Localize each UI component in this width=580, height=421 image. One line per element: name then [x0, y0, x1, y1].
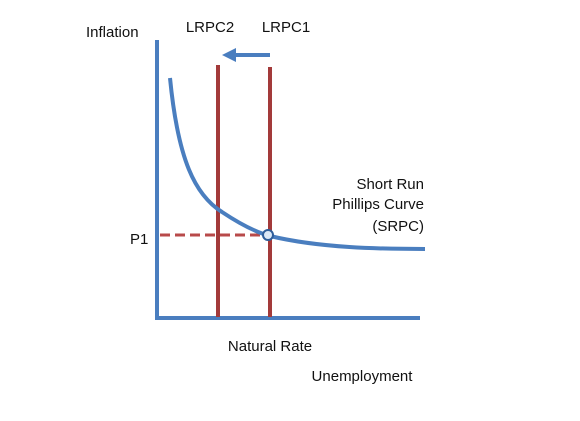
srpc-label: Short Run: [356, 176, 424, 193]
shift-arrow-head: [222, 48, 236, 62]
y-axis-label: Inflation: [86, 24, 139, 41]
srpc-curve: [168, 77, 426, 251]
p1-label: P1: [130, 231, 148, 248]
natural-rate-label: Natural Rate: [228, 338, 312, 355]
lrpc1-label: LRPC1: [262, 19, 310, 36]
srpc-label: Phillips Curve: [332, 196, 424, 213]
equilibrium-point: [262, 229, 274, 241]
x-axis-label: Unemployment: [312, 368, 414, 385]
srpc-label: (SRPC): [372, 218, 424, 235]
lrpc2-label: LRPC2: [186, 19, 234, 36]
